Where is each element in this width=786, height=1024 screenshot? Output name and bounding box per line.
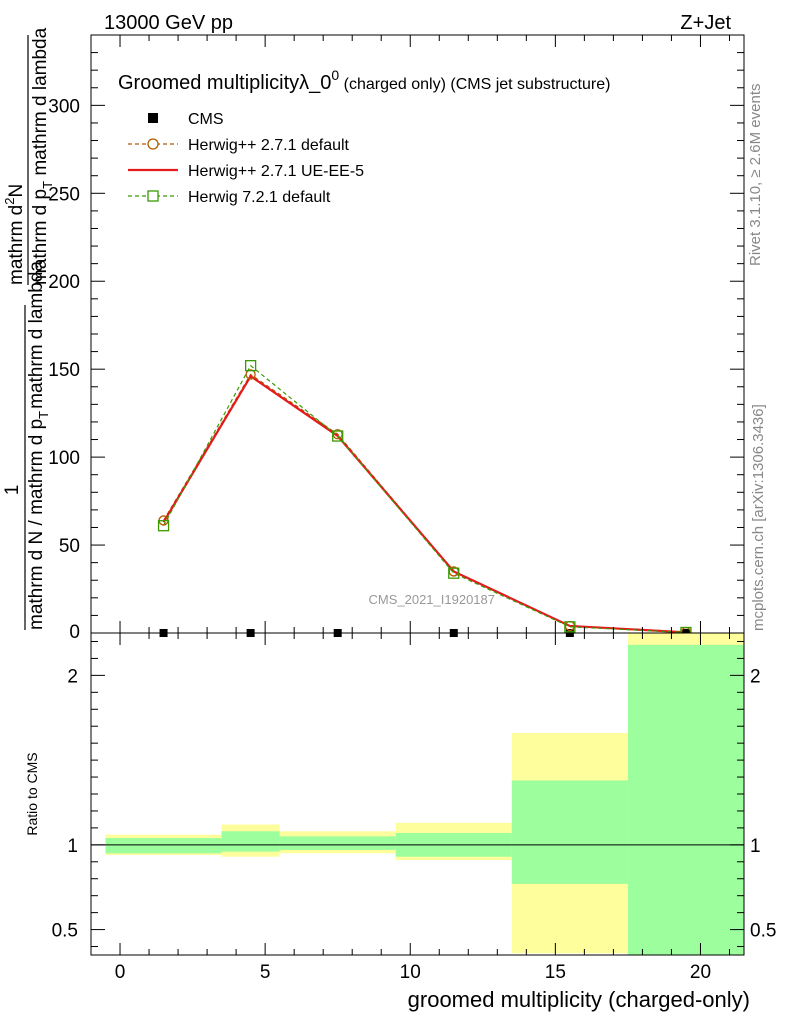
y-tick-label-main-150: 150 xyxy=(48,360,80,381)
analysis-label: CMS_2021_I1920187 xyxy=(369,592,496,607)
main-panel: CMS_2021_I1920187 50 100 150 200 250 300 0 Gro… xyxy=(48,34,745,643)
ratio-band-stat-2 xyxy=(279,836,396,850)
legend-label-3: Herwig 7.2.1 default xyxy=(188,189,331,206)
series-3-point-3 xyxy=(448,567,460,579)
series-1-point-1 xyxy=(245,369,256,380)
ratio-band-stat-4 xyxy=(511,780,628,884)
ratio-panel: 0.5 0.5 1 1 2 2 xyxy=(52,632,776,956)
y-tick-label-main-zero: 0 xyxy=(69,622,80,643)
y-tick-label-main-50: 50 xyxy=(59,536,80,557)
y-tick-label-main-200: 200 xyxy=(48,272,80,293)
legend-marker-0 xyxy=(148,113,158,123)
ratio-band-stat-0 xyxy=(105,838,222,854)
x-tick-label-10: 10 xyxy=(400,962,421,983)
y-label-num-sup: 2 xyxy=(2,198,17,205)
y-label-denominator-2: mathrm d pT mathrm d lambda xyxy=(30,27,55,285)
x-tick-label-20: 20 xyxy=(690,962,711,983)
mcplots-label: mcplots.cern.ch [arXiv:1306.3436] xyxy=(750,404,767,631)
y-tick-label-ratio-r-2: 2 xyxy=(750,666,761,687)
chart-title-main: Groomed multiplicityλ_0 xyxy=(118,72,331,94)
y-label-numerator: 1 xyxy=(2,485,23,496)
y-label-den2: mathrm d p xyxy=(30,189,51,285)
chart-title-sup: 0 xyxy=(331,67,339,83)
y-axis-label-ratio: Ratio to CMS xyxy=(24,752,40,835)
series-3-point-4 xyxy=(564,621,576,633)
y-label-num-d: mathrm d xyxy=(6,205,27,285)
series-3-point-1 xyxy=(244,360,257,372)
y-label-num-tail: N xyxy=(6,184,27,198)
y-tick-label-ratio-l-2: 2 xyxy=(67,666,78,687)
chart-title-suffix: (charged only) (CMS jet substructure) xyxy=(339,76,610,93)
y-tick-label-ratio-l-1: 1 xyxy=(67,836,78,857)
x-axis-label: groomed multiplicity (charged-only) xyxy=(408,987,750,1012)
y-label-den-top: mathrm d N / mathrm d p xyxy=(26,419,47,630)
process-label: Z+Jet xyxy=(680,12,731,34)
y-tick-label-ratio-r-1: 1 xyxy=(750,836,761,857)
series-3-point-0 xyxy=(157,520,170,532)
chart-title: Groomed multiplicityλ_00 (charged only) … xyxy=(118,67,610,94)
y-label-num-top: 1 xyxy=(2,485,23,496)
legend-label-2: Herwig++ 2.7.1 UE-EE-5 xyxy=(188,163,364,180)
rivet-label: Rivet 3.1.10, ≥ 2.6M events xyxy=(747,84,764,267)
x-tick-label-5: 5 xyxy=(260,962,271,983)
legend: CMS Herwig++ 2.7.1 default Herwig++ 2.7.1 … xyxy=(128,111,364,206)
y-tick-label-main-100: 100 xyxy=(48,448,80,469)
y-tick-label-main-250: 250 xyxy=(48,184,80,205)
y-label-den2-tail: mathrm d lambda xyxy=(30,27,51,181)
legend-label-1: Herwig++ 2.7.1 default xyxy=(188,137,350,154)
legend-marker-3 xyxy=(147,190,159,202)
series-3-point-2 xyxy=(332,430,344,442)
y-label-den-tail: mathrm d lambda xyxy=(26,261,47,409)
y-tick-label-main-300: 300 xyxy=(48,96,80,117)
ratio-band-stat-5 xyxy=(627,644,744,955)
legend-label-0: CMS xyxy=(188,111,224,128)
y-label-numerator-2: mathrm d2N xyxy=(2,184,27,285)
energy-label: 13000 GeV pp xyxy=(104,12,233,34)
y-tick-label-ratio-r-0.5: 0.5 xyxy=(750,921,776,942)
ratio-band-stat-1 xyxy=(221,831,280,852)
y-label-den-sub: T xyxy=(36,411,51,419)
x-tick-label-15: 15 xyxy=(545,962,566,983)
legend-marker-1 xyxy=(147,138,159,150)
y-label-denominator: mathrm d N / mathrm d pTmathrm d lambda xyxy=(26,261,51,630)
y-label-den2-sub: T xyxy=(40,181,55,189)
y-tick-label-ratio-l-0.5: 0.5 xyxy=(52,921,78,942)
y-axis-label-main: 1 mathrm d N / mathrm d pTmathrm d lambd… xyxy=(2,27,55,630)
x-tick-label-0: 0 xyxy=(115,962,126,983)
series-line-2 xyxy=(162,374,687,634)
